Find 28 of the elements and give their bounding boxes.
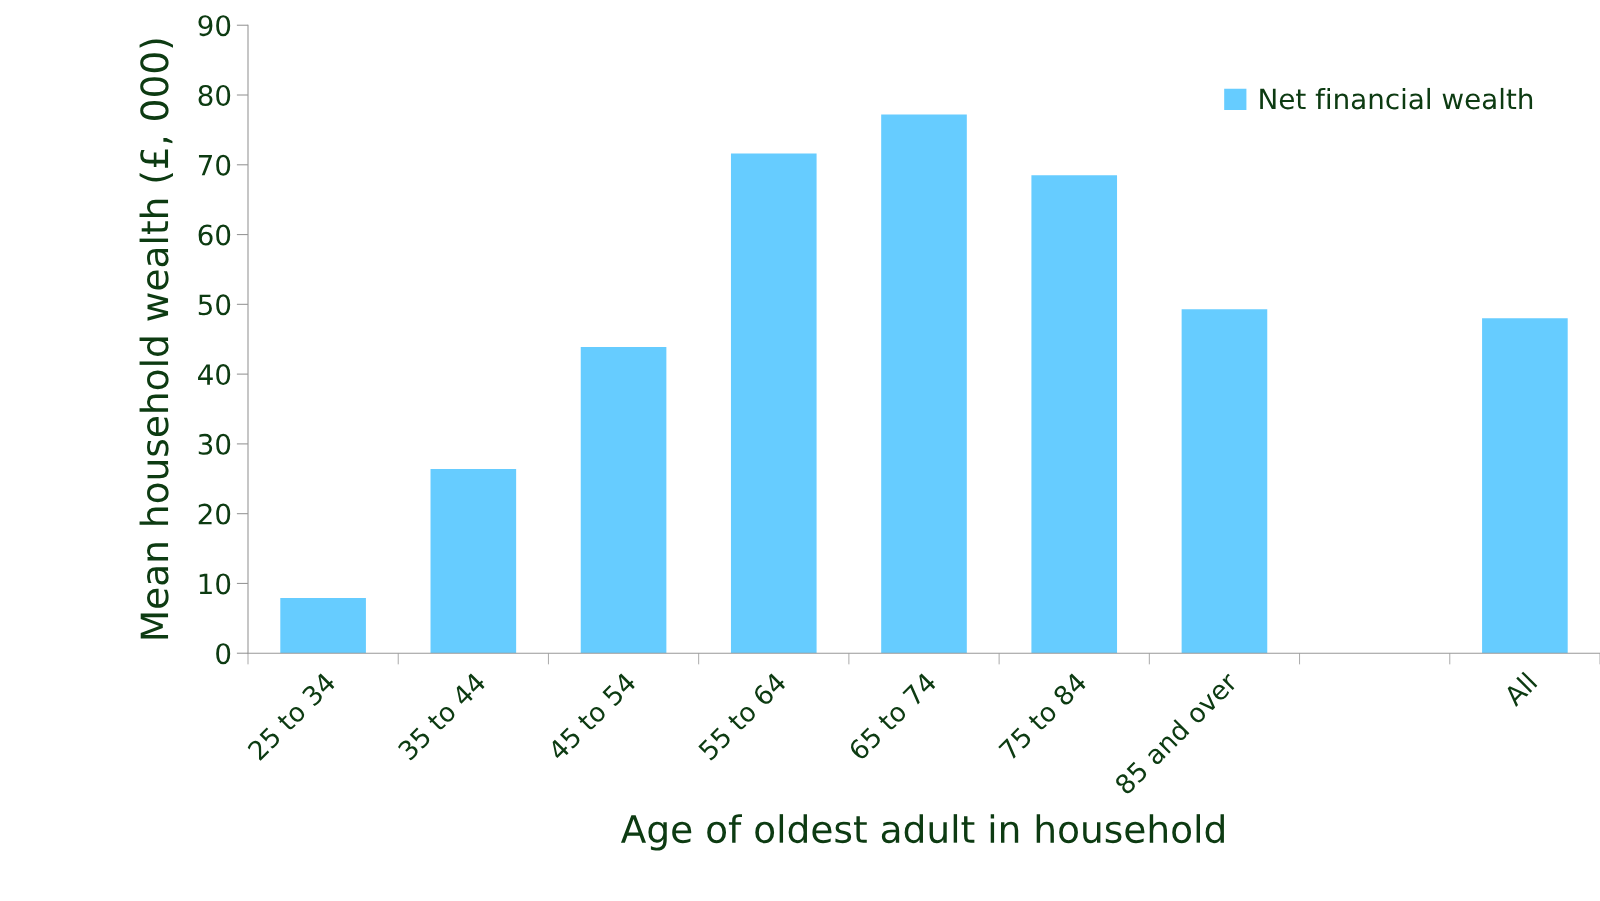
legend-label: Net financial wealth — [1260, 87, 1533, 110]
x-tick-label: 65 to 74 — [847, 671, 938, 762]
y-tick-label: 20 — [198, 503, 231, 525]
y-tick-label: 50 — [198, 294, 231, 316]
y-tick-label: 10 — [199, 573, 231, 595]
x-tick-label: 45 to 54 — [546, 671, 637, 762]
bar — [430, 469, 517, 654]
y-tick-label: 40 — [198, 364, 231, 386]
bar — [881, 114, 967, 654]
x-tick-label: 35 to 44 — [397, 671, 487, 761]
y-tick-label: 80 — [198, 84, 231, 106]
bar — [1482, 318, 1568, 654]
y-tick-label: 60 — [198, 224, 231, 246]
bar — [1031, 175, 1118, 654]
x-tick-label: All — [1501, 671, 1538, 708]
y-tick-label: 90 — [198, 15, 231, 37]
y-tick-label: 0 — [216, 643, 231, 665]
y-tick-label: 70 — [198, 154, 231, 176]
bar — [1181, 309, 1268, 654]
x-axis-title: Age of oldest adult in household — [620, 814, 1224, 851]
bar — [580, 346, 667, 654]
x-tick-label: 25 to 34 — [246, 671, 337, 762]
y-tick-label: 30 — [198, 433, 231, 455]
bar — [730, 153, 817, 654]
x-tick-label: 75 to 84 — [998, 671, 1088, 761]
y-axis-title: Mean household wealth (£, 000) — [139, 39, 173, 639]
bar — [280, 598, 366, 654]
x-tick-label: 55 to 64 — [697, 671, 788, 761]
